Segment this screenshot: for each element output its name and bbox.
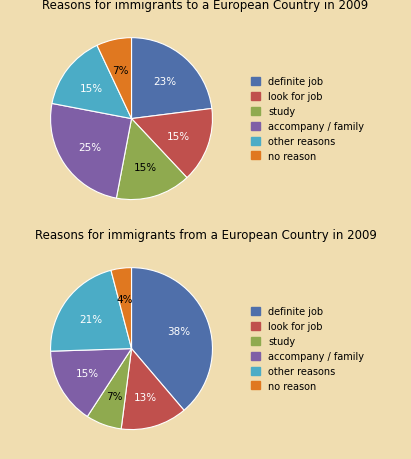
Wedge shape <box>52 46 132 119</box>
Text: 21%: 21% <box>80 314 103 324</box>
Wedge shape <box>132 39 212 119</box>
Wedge shape <box>116 119 187 200</box>
Wedge shape <box>51 271 132 352</box>
Text: 38%: 38% <box>167 326 190 336</box>
Legend: definite job, look for job, study, accompany / family, other reasons, no reason: definite job, look for job, study, accom… <box>252 307 364 391</box>
Text: 4%: 4% <box>117 294 133 304</box>
Text: Reasons for immigrants from a European Country in 2009: Reasons for immigrants from a European C… <box>35 229 376 242</box>
Text: 25%: 25% <box>79 142 102 152</box>
Legend: definite job, look for job, study, accompany / family, other reasons, no reason: definite job, look for job, study, accom… <box>252 77 364 162</box>
Wedge shape <box>51 349 132 417</box>
Text: 15%: 15% <box>76 369 99 378</box>
Wedge shape <box>97 39 132 119</box>
Text: 15%: 15% <box>80 84 104 94</box>
Wedge shape <box>132 268 212 410</box>
Text: 15%: 15% <box>167 131 190 141</box>
Wedge shape <box>132 109 212 178</box>
Wedge shape <box>88 349 132 429</box>
Text: 23%: 23% <box>153 77 176 87</box>
Text: 7%: 7% <box>106 391 122 401</box>
Text: Reasons for immigrants to a European Country in 2009: Reasons for immigrants to a European Cou… <box>42 0 369 12</box>
Wedge shape <box>51 104 132 199</box>
Text: 13%: 13% <box>134 392 157 402</box>
Wedge shape <box>121 349 184 430</box>
Wedge shape <box>111 268 132 349</box>
Text: 7%: 7% <box>112 66 129 75</box>
Text: 15%: 15% <box>134 162 157 173</box>
